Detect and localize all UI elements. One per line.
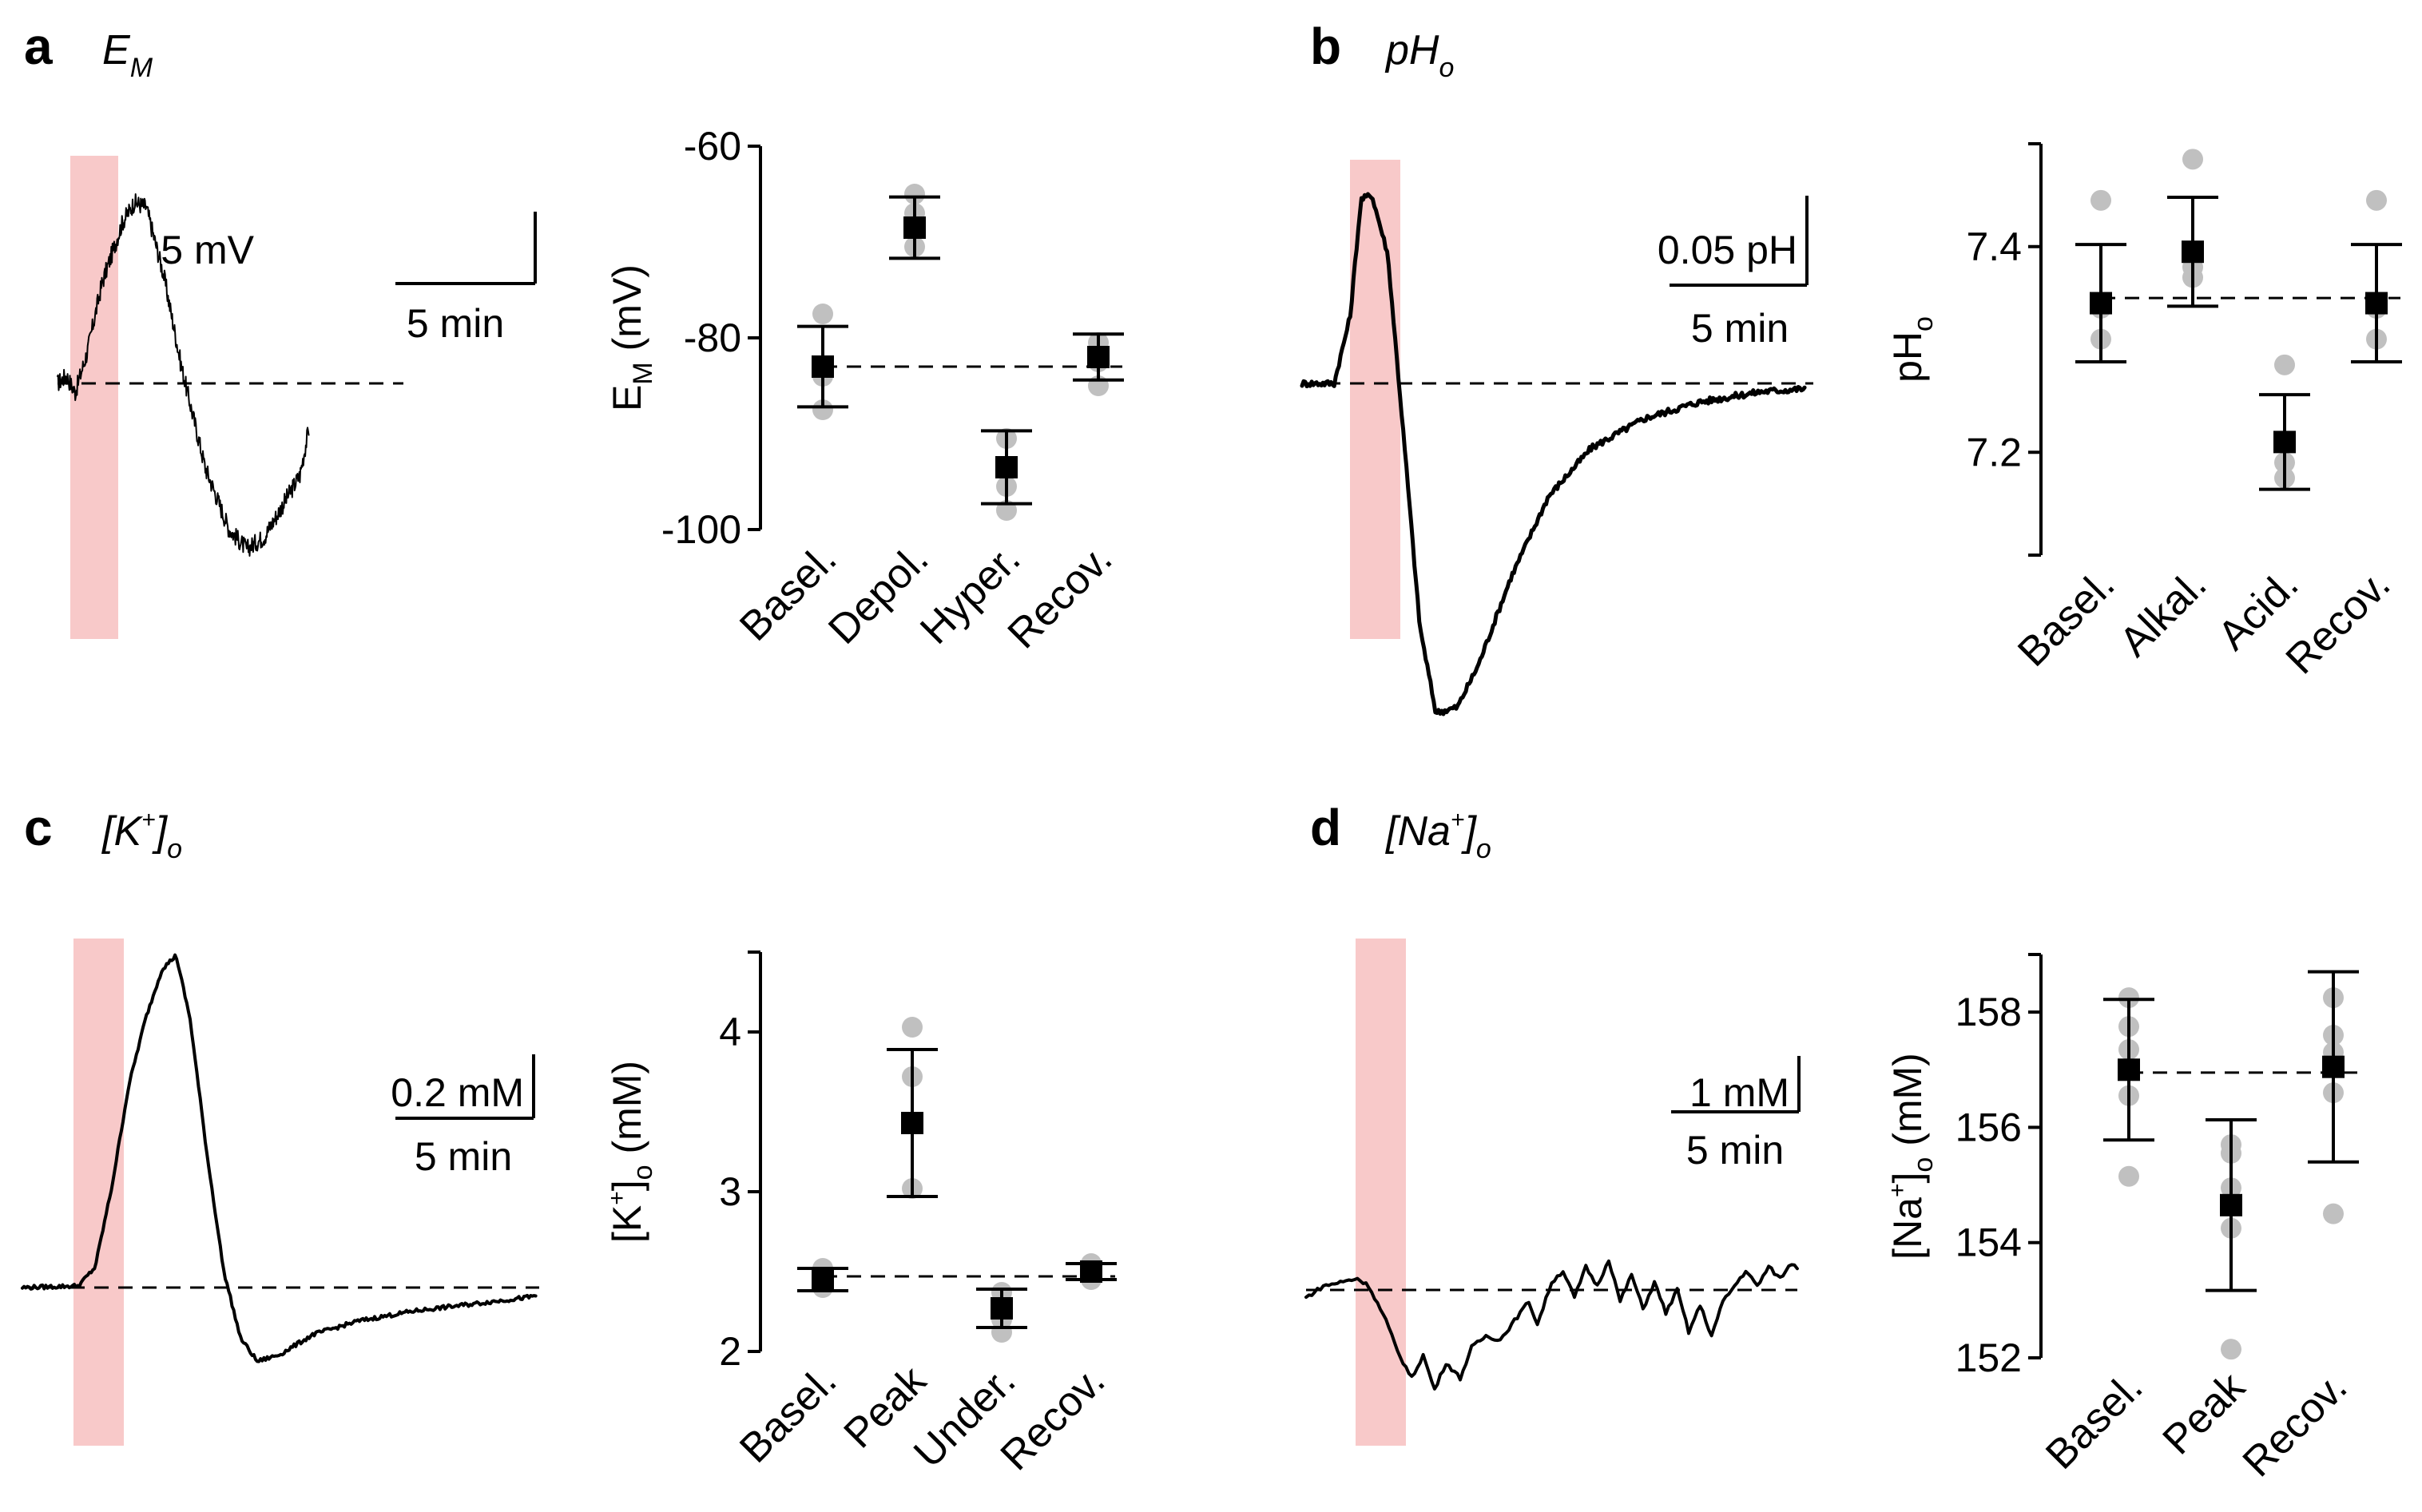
y-tick-label: -80 <box>684 315 741 360</box>
y-tick-label: 7.2 <box>1966 430 2022 474</box>
scale-bar-y-label: 5 mV <box>161 228 254 272</box>
category-label: Recov. <box>992 1357 1114 1479</box>
category-label: Recov. <box>2277 561 2400 683</box>
y-tick-label: 156 <box>1955 1105 2022 1149</box>
scale-bar-x-label: 5 min <box>1691 306 1789 351</box>
mean-marker <box>2118 1058 2140 1081</box>
scale-bar-y-label: 0.2 mM <box>391 1070 524 1115</box>
y-tick-label: -60 <box>684 124 741 169</box>
data-point <box>2221 1339 2241 1360</box>
mean-marker <box>901 1112 923 1134</box>
mean-marker <box>1087 346 1110 368</box>
category-label: Depol. <box>820 535 937 653</box>
stimulus-band <box>1356 939 1406 1446</box>
mean-marker <box>903 216 926 239</box>
mean-marker <box>2322 1055 2345 1078</box>
mean-marker <box>2220 1193 2242 1216</box>
mean-marker <box>1080 1260 1102 1283</box>
category-label: Recov. <box>999 535 1122 657</box>
panel-letter: c <box>24 799 53 856</box>
mean-marker <box>812 355 834 378</box>
signal-trace <box>21 953 538 1363</box>
data-point <box>2118 1165 2139 1187</box>
y-axis-label: [Na+]o (mM) <box>1884 1053 1939 1260</box>
mean-marker <box>2365 292 2388 315</box>
y-tick-label: 152 <box>1955 1335 2022 1380</box>
mean-marker <box>2182 240 2204 264</box>
y-tick-label: 154 <box>1955 1220 2022 1265</box>
data-point <box>2274 354 2295 375</box>
data-point <box>904 184 925 204</box>
panel-title: [Na+]o <box>1385 807 1491 864</box>
panel-letter: b <box>1310 18 1341 75</box>
data-point <box>2090 189 2111 211</box>
y-tick-label: 2 <box>719 1329 741 1374</box>
data-point <box>902 1017 923 1038</box>
y-tick-label: 4 <box>719 1010 741 1054</box>
panel-title: EM <box>102 27 153 83</box>
stimulus-band <box>70 156 118 639</box>
data-point <box>2182 149 2203 170</box>
data-point <box>2366 189 2387 211</box>
y-tick-label: 158 <box>1955 990 2022 1034</box>
category-label: Alkal. <box>2111 561 2216 665</box>
mean-marker <box>2090 292 2112 315</box>
category-label: Basel. <box>2037 1363 2151 1478</box>
stimulus-band <box>73 939 124 1446</box>
data-point <box>2118 987 2139 1009</box>
category-label: Recov. <box>2234 1363 2356 1486</box>
signal-trace <box>1304 1259 1799 1391</box>
panel-letter: d <box>1310 799 1341 856</box>
y-tick-label: 3 <box>719 1169 741 1214</box>
mean-marker <box>995 456 1018 478</box>
scale-bar-x-label: 5 min <box>407 301 504 346</box>
data-point <box>2323 1203 2344 1224</box>
signal-trace <box>1300 192 1807 716</box>
panel-title: [K+]o <box>101 807 182 864</box>
mean-marker <box>812 1268 834 1291</box>
category-label: Basel. <box>2009 561 2123 675</box>
panel-title: pHo <box>1384 27 1454 83</box>
category-label: Basel. <box>731 1357 845 1471</box>
scale-bar-x-label: 5 min <box>415 1134 512 1179</box>
y-axis-label: EM (mV) <box>605 264 658 411</box>
y-axis-label: pHo <box>1885 316 1939 383</box>
mean-marker <box>991 1297 1013 1320</box>
y-tick-label: -100 <box>661 507 741 552</box>
signal-trace <box>57 193 310 557</box>
scale-bar-x-label: 5 min <box>1686 1128 1784 1173</box>
panel-d: d [Na+]o 1 mM 5 min 152 154 156 158 [Na+]o (mM) B… <box>1304 799 2359 1486</box>
y-tick-label: 7.4 <box>1966 224 2022 269</box>
data-point <box>812 304 833 324</box>
panel-a: a EM 5 mV 5 min -60 -80 -100 EM (mV) Basel.Depol… <box>24 18 1124 657</box>
scale-bar-y-label: 1 mM <box>1689 1070 1789 1115</box>
mean-marker <box>2273 431 2296 454</box>
category-label: Basel. <box>731 535 845 649</box>
y-axis-label: [K+]o (mM) <box>604 1061 658 1243</box>
data-point <box>812 399 833 420</box>
scale-bar-y-label: 0.05 pH <box>1658 228 1797 272</box>
panel-letter: a <box>24 18 53 75</box>
